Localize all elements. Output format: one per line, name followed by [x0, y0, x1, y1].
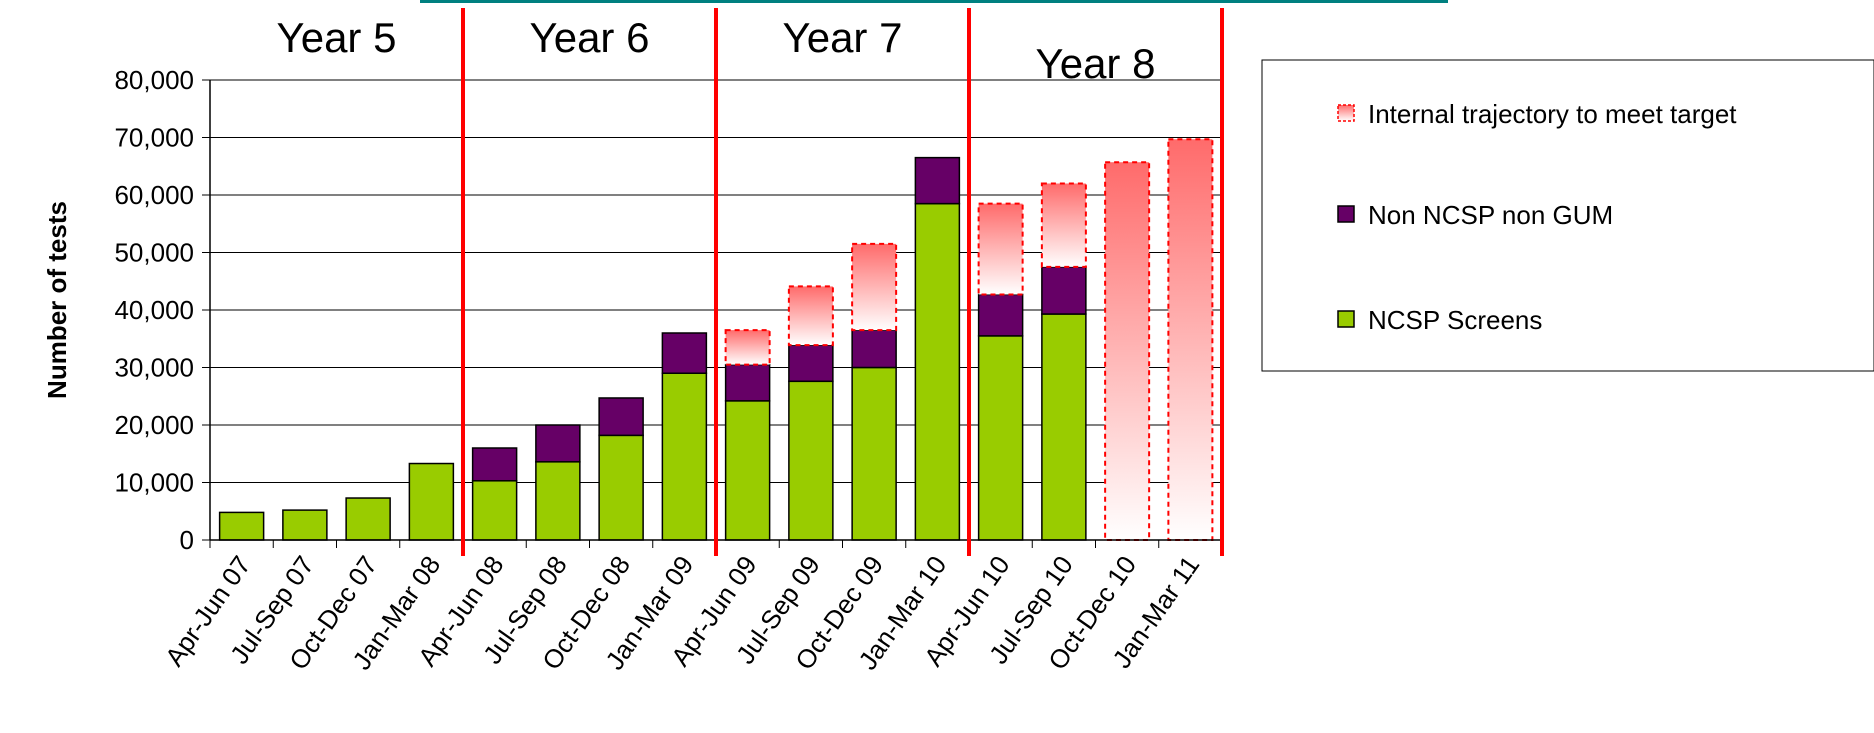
legend: Internal trajectory to meet target Non NC…: [1261, 59, 1874, 372]
y-axis-label: Number of tests: [42, 201, 72, 399]
bar-internal-trajectory-to-meet-target: [851, 242, 898, 332]
bar-non-ncsp-non-gum: [914, 156, 961, 205]
y-tick-label: 50,000: [114, 238, 194, 268]
legend-box: [1261, 59, 1874, 372]
bar-ncsp-screens: [724, 400, 771, 541]
year-label: Year 8: [1036, 40, 1156, 87]
bar-ncsp-screens: [661, 372, 708, 541]
y-tick-label: 70,000: [114, 123, 194, 153]
bar-internal-trajectory-to-meet-target: [977, 202, 1024, 296]
bar-non-ncsp-non-gum: [1041, 266, 1087, 315]
bar-internal-trajectory-to-meet-target: [724, 329, 771, 366]
bars: [218, 138, 1214, 541]
legend-label: Non NCSP non GUM: [1368, 200, 1613, 230]
year-labels: Year 5 Year 6 Year 7 Year 8: [277, 14, 1156, 87]
y-tick-label: 40,000: [114, 295, 194, 325]
bar-ncsp-screens: [282, 509, 328, 541]
bar-non-ncsp-non-gum: [598, 397, 644, 437]
year-dividers: [461, 8, 1224, 556]
bar-internal-trajectory-to-meet-target: [1040, 182, 1087, 268]
bar-ncsp-screens: [1041, 313, 1087, 541]
bar-ncsp-screens: [788, 380, 834, 541]
bar-non-ncsp-non-gum: [788, 344, 834, 383]
y-tick-labels: 0 10,000 20,000 30,000 40,000 50,000 60,000 70,…: [114, 65, 194, 555]
legend-label: NCSP Screens: [1368, 305, 1542, 335]
bar-ncsp-screens: [408, 462, 455, 541]
y-tick-label: 0: [180, 525, 194, 555]
year-label: Year 6: [530, 14, 650, 61]
bar-internal-trajectory-to-meet-target: [787, 285, 834, 347]
legend-label: Internal trajectory to meet target: [1368, 99, 1737, 129]
bar-ncsp-screens: [977, 335, 1024, 541]
legend-swatch-ncsp-screens: [1337, 310, 1355, 328]
bar-ncsp-screens: [345, 497, 391, 541]
year-label: Year 7: [783, 14, 903, 61]
y-tick-label: 10,000: [114, 468, 194, 498]
legend-swatch-internal-trajectory-to-meet-target: [1337, 104, 1355, 122]
y-tick-label: 80,000: [114, 65, 194, 95]
bar-non-ncsp-non-gum: [851, 329, 897, 369]
y-tick-label: 20,000: [114, 410, 194, 440]
y-tick-label: 30,000: [114, 353, 194, 383]
bar-ncsp-screens: [914, 202, 961, 541]
bar-ncsp-screens: [471, 480, 518, 541]
bar-ncsp-screens: [535, 461, 581, 541]
bar-ncsp-screens: [218, 511, 265, 541]
bar-ncsp-screens: [598, 434, 644, 541]
bar-non-ncsp-non-gum: [471, 447, 518, 482]
bar-internal-trajectory-to-meet-target: [1167, 138, 1214, 541]
year-label: Year 5: [277, 14, 397, 61]
bar-non-ncsp-non-gum: [977, 293, 1024, 337]
bar-non-ncsp-non-gum: [661, 332, 708, 374]
bar-ncsp-screens: [851, 366, 897, 541]
legend-swatch-non-ncsp-non-gum: [1337, 205, 1355, 223]
bar-non-ncsp-non-gum: [535, 424, 581, 463]
bar-non-ncsp-non-gum: [724, 363, 771, 402]
bar-internal-trajectory-to-meet-target: [1104, 161, 1151, 541]
y-tick-label: 60,000: [114, 180, 194, 210]
